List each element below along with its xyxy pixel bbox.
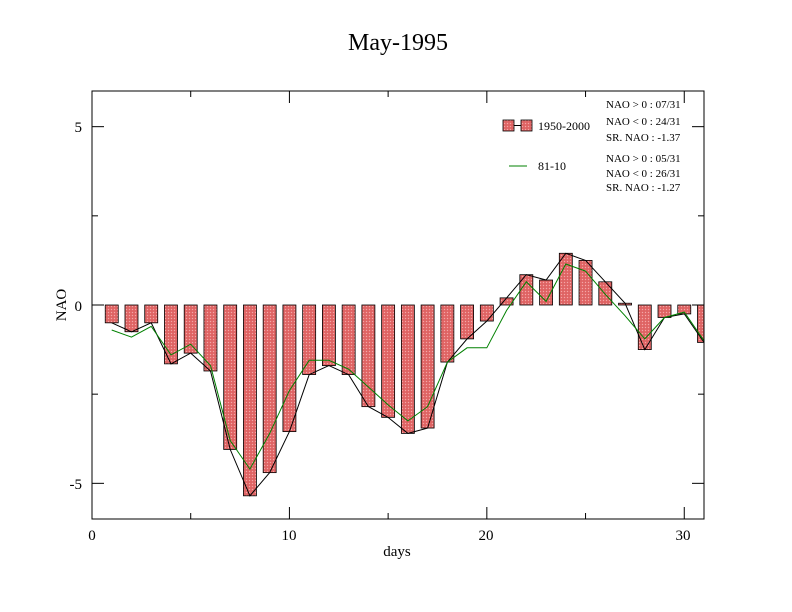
x-tick-label: 20 [479,528,494,544]
bar [243,304,257,497]
bar [124,304,139,333]
y-axis-label: NAO [54,289,70,322]
stat-text: SR. NAO : -1.27 [606,182,681,194]
bar [598,281,613,306]
chart-title: May-1995 [348,30,448,56]
bar [440,304,455,363]
bar [479,304,494,322]
x-axis-label: days [383,544,411,560]
bar [302,304,317,375]
series-line-81-10 [111,263,705,471]
stat-text: NAO < 0 : 26/31 [606,168,681,180]
y-tick-label: 0 [75,299,83,315]
x-tick-label: 10 [282,528,297,544]
bar [322,304,336,367]
bar [223,304,238,450]
bar [262,304,277,474]
x-tick-label: 0 [88,528,96,544]
bar [341,304,356,375]
y-tick-label: -5 [70,477,83,493]
bar [578,260,593,306]
stat-text: NAO > 0 : 07/31 [606,99,681,111]
bar [144,304,159,324]
stat-text: SR. NAO : -1.37 [606,132,681,144]
lines-group [111,252,705,497]
stats-block: NAO > 0 : 07/31 NAO < 0 : 24/31 SR. NAO … [606,99,681,194]
legend-label-81-10: 81-10 [538,159,566,173]
legend-swatch-bars [520,119,533,132]
x-tick-label: 30 [676,528,691,544]
axis-ticks [91,91,704,519]
bars-group [104,252,705,497]
legend-swatch-bars [502,119,515,132]
stat-text: NAO < 0 : 24/31 [606,116,681,128]
bar [519,274,534,306]
bar [400,304,415,434]
bar [460,304,474,340]
legend: 1950-2000 81-10 [502,119,590,173]
series-line-1950-2000 [111,252,705,497]
legend-label-1950-2000: 1950-2000 [538,119,590,133]
stat-text: NAO > 0 : 05/31 [606,153,681,165]
bar [657,304,672,318]
y-tick-label: 5 [75,120,83,136]
bar [558,252,573,306]
bar [183,304,198,354]
bar [282,304,297,433]
bar [104,304,119,324]
